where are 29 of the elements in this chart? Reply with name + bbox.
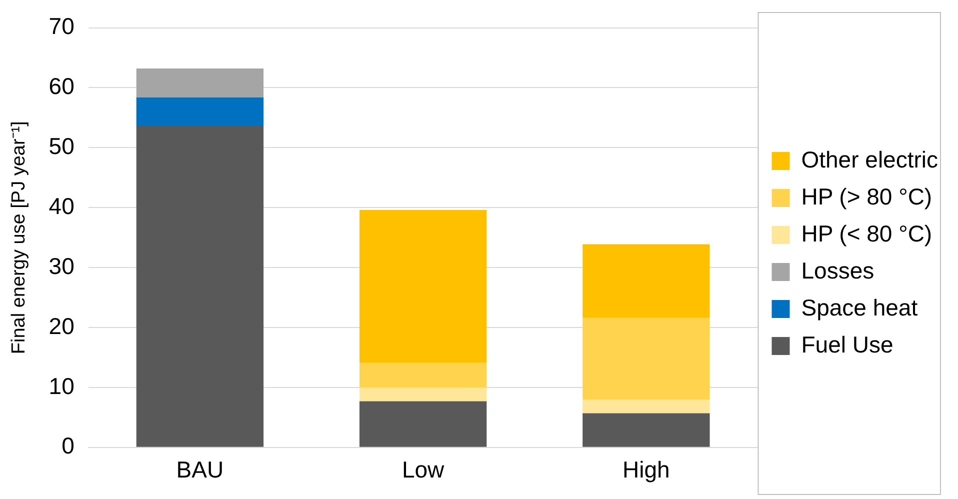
y-tick-label: 70 [48, 13, 74, 40]
bar [359, 210, 487, 363]
y-tick-label: 20 [48, 312, 74, 339]
bar [136, 97, 264, 126]
bar [359, 362, 487, 388]
bar [359, 401, 487, 447]
legend-label: Losses [801, 257, 874, 284]
y-tick-label: 40 [48, 192, 74, 219]
y-tick-label: 10 [48, 372, 74, 399]
legend-label: Fuel Use [801, 331, 894, 358]
y-tick-label: 50 [48, 133, 74, 160]
bar [582, 244, 710, 318]
y-tick-label: 30 [48, 252, 74, 279]
legend-label: HP (> 80 °C) [801, 183, 932, 210]
x-tick-label: BAU [176, 456, 224, 483]
y-tick-label: 0 [62, 432, 74, 459]
legend-label: Space heat [801, 294, 918, 320]
legend-label: Other electric [801, 146, 938, 172]
y-tick-label: 60 [48, 73, 74, 100]
bar [582, 318, 710, 400]
x-tick-label: Low [402, 456, 445, 483]
x-tick-label: High [622, 456, 670, 483]
y-axis-title: Final energy use [PJ year⁻¹] [8, 121, 30, 354]
bar [582, 399, 710, 414]
legend-label: HP (< 80 °C) [801, 220, 932, 246]
bar [582, 413, 710, 447]
bar [136, 126, 264, 447]
bar [136, 68, 264, 98]
bar [359, 387, 487, 402]
